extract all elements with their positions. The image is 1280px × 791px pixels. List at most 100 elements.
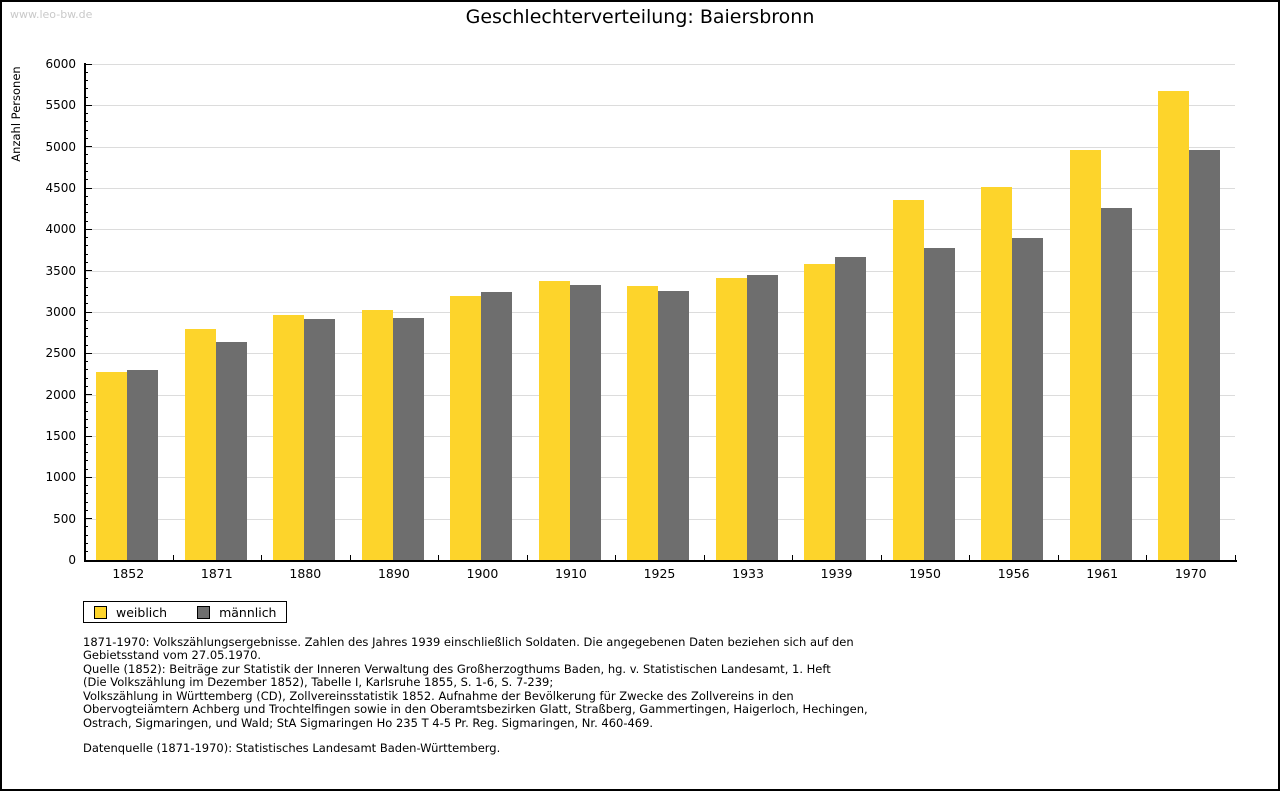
x-axis-label: 1956 — [997, 566, 1030, 581]
x-axis-label: 1950 — [909, 566, 942, 581]
y-tick — [84, 261, 88, 263]
bar-weiblich-1961 — [1069, 149, 1101, 560]
y-tick-label: 4500 — [45, 181, 76, 195]
y-tick — [84, 336, 88, 338]
data-source-note: Datenquelle (1871-1970): Statistisches L… — [83, 741, 501, 755]
x-axis-label: 1933 — [732, 566, 764, 581]
y-tick — [84, 344, 88, 346]
y-tick — [84, 402, 88, 404]
bar-weiblich-1852 — [96, 371, 127, 560]
x-tick — [880, 555, 882, 560]
x-axis-label: 1925 — [643, 566, 676, 581]
y-tick — [84, 179, 88, 181]
y-tick — [84, 361, 88, 363]
gridline — [84, 270, 1235, 272]
x-axis-label: 1910 — [555, 566, 587, 581]
x-tick — [172, 555, 174, 560]
y-tick — [84, 113, 88, 115]
y-tick-label: 4000 — [45, 222, 76, 237]
y-tick — [84, 170, 88, 172]
x-axis-line — [84, 560, 1237, 562]
y-tick — [84, 501, 88, 503]
bar-weiblich-1925 — [627, 285, 659, 560]
gridline — [84, 188, 1235, 189]
y-tick — [84, 154, 88, 156]
x-tick — [969, 555, 971, 560]
y-tick-label: 6000 — [45, 57, 76, 71]
legend: weiblich männlich — [83, 601, 288, 623]
y-tick — [84, 518, 92, 520]
y-tick — [84, 146, 92, 148]
x-axis-label: 1900 — [466, 566, 499, 581]
y-tick — [84, 286, 88, 288]
x-tick — [792, 555, 794, 560]
y-tick — [84, 195, 88, 197]
x-tick — [526, 555, 528, 560]
bar-weiblich-1950 — [892, 199, 924, 560]
x-axis-label: 1852 — [112, 566, 145, 581]
weiblich-swatch-icon — [94, 605, 107, 619]
y-tick — [84, 328, 88, 330]
y-tick — [84, 137, 88, 139]
x-axis-label: 1961 — [1086, 566, 1119, 581]
gridline — [84, 105, 1235, 107]
y-tick — [84, 551, 88, 553]
y-tick — [84, 418, 88, 420]
y-tick — [84, 369, 88, 371]
bar-weiblich-1956 — [981, 187, 1013, 560]
y-tick — [84, 237, 88, 239]
y-axis-line — [84, 63, 86, 562]
bar-weiblich-1933 — [715, 278, 747, 560]
y-tick-label: 2000 — [45, 387, 76, 402]
y-tick-label: 1000 — [45, 470, 76, 485]
y-tick — [84, 204, 88, 206]
bar-maennlich-1910 — [569, 284, 601, 560]
y-tick — [84, 228, 92, 230]
x-tick — [261, 555, 263, 560]
y-tick — [84, 96, 88, 98]
legend-label-weiblich: weiblich — [116, 604, 168, 620]
gridline — [84, 146, 1235, 148]
bar-maennlich-1970 — [1189, 149, 1221, 560]
y-tick-label: 3000 — [45, 305, 76, 319]
bar-maennlich-1871 — [215, 341, 247, 560]
bar-weiblich-1871 — [184, 328, 216, 560]
bar-weiblich-1970 — [1158, 91, 1190, 560]
y-tick — [84, 452, 88, 454]
x-tick — [1057, 555, 1059, 560]
y-tick — [84, 187, 92, 189]
y-tick — [84, 311, 92, 313]
y-tick-label: 500 — [53, 511, 76, 526]
y-tick — [84, 270, 92, 272]
legend-item-weiblich: weiblich — [94, 605, 167, 620]
x-tick — [1146, 555, 1148, 560]
y-tick — [84, 71, 88, 73]
y-tick — [84, 485, 88, 487]
gridline — [84, 64, 1235, 65]
y-tick — [84, 427, 88, 429]
x-tick — [615, 555, 617, 560]
bar-weiblich-1900 — [450, 296, 482, 560]
chart-title: Geschlechterverteilung: Baiersbronn — [465, 6, 815, 28]
x-tick — [703, 555, 705, 560]
watermark: www.leo-bw.de — [10, 8, 93, 21]
y-tick — [84, 377, 88, 379]
y-tick — [84, 493, 88, 495]
y-tick — [84, 435, 92, 437]
y-tick — [84, 352, 92, 354]
y-tick — [84, 534, 88, 536]
y-tick — [84, 394, 92, 396]
bar-weiblich-1910 — [538, 280, 570, 560]
x-tick — [349, 555, 351, 560]
x-axis-label: 1939 — [820, 566, 853, 581]
y-tick — [84, 278, 88, 280]
y-tick — [84, 162, 88, 164]
y-tick — [84, 319, 88, 321]
bar-maennlich-1956 — [1012, 238, 1044, 560]
x-tick — [438, 555, 440, 560]
bar-maennlich-1925 — [658, 291, 690, 560]
y-tick-label: 5500 — [45, 98, 76, 113]
y-tick — [84, 220, 88, 222]
bar-weiblich-1880 — [273, 315, 305, 560]
